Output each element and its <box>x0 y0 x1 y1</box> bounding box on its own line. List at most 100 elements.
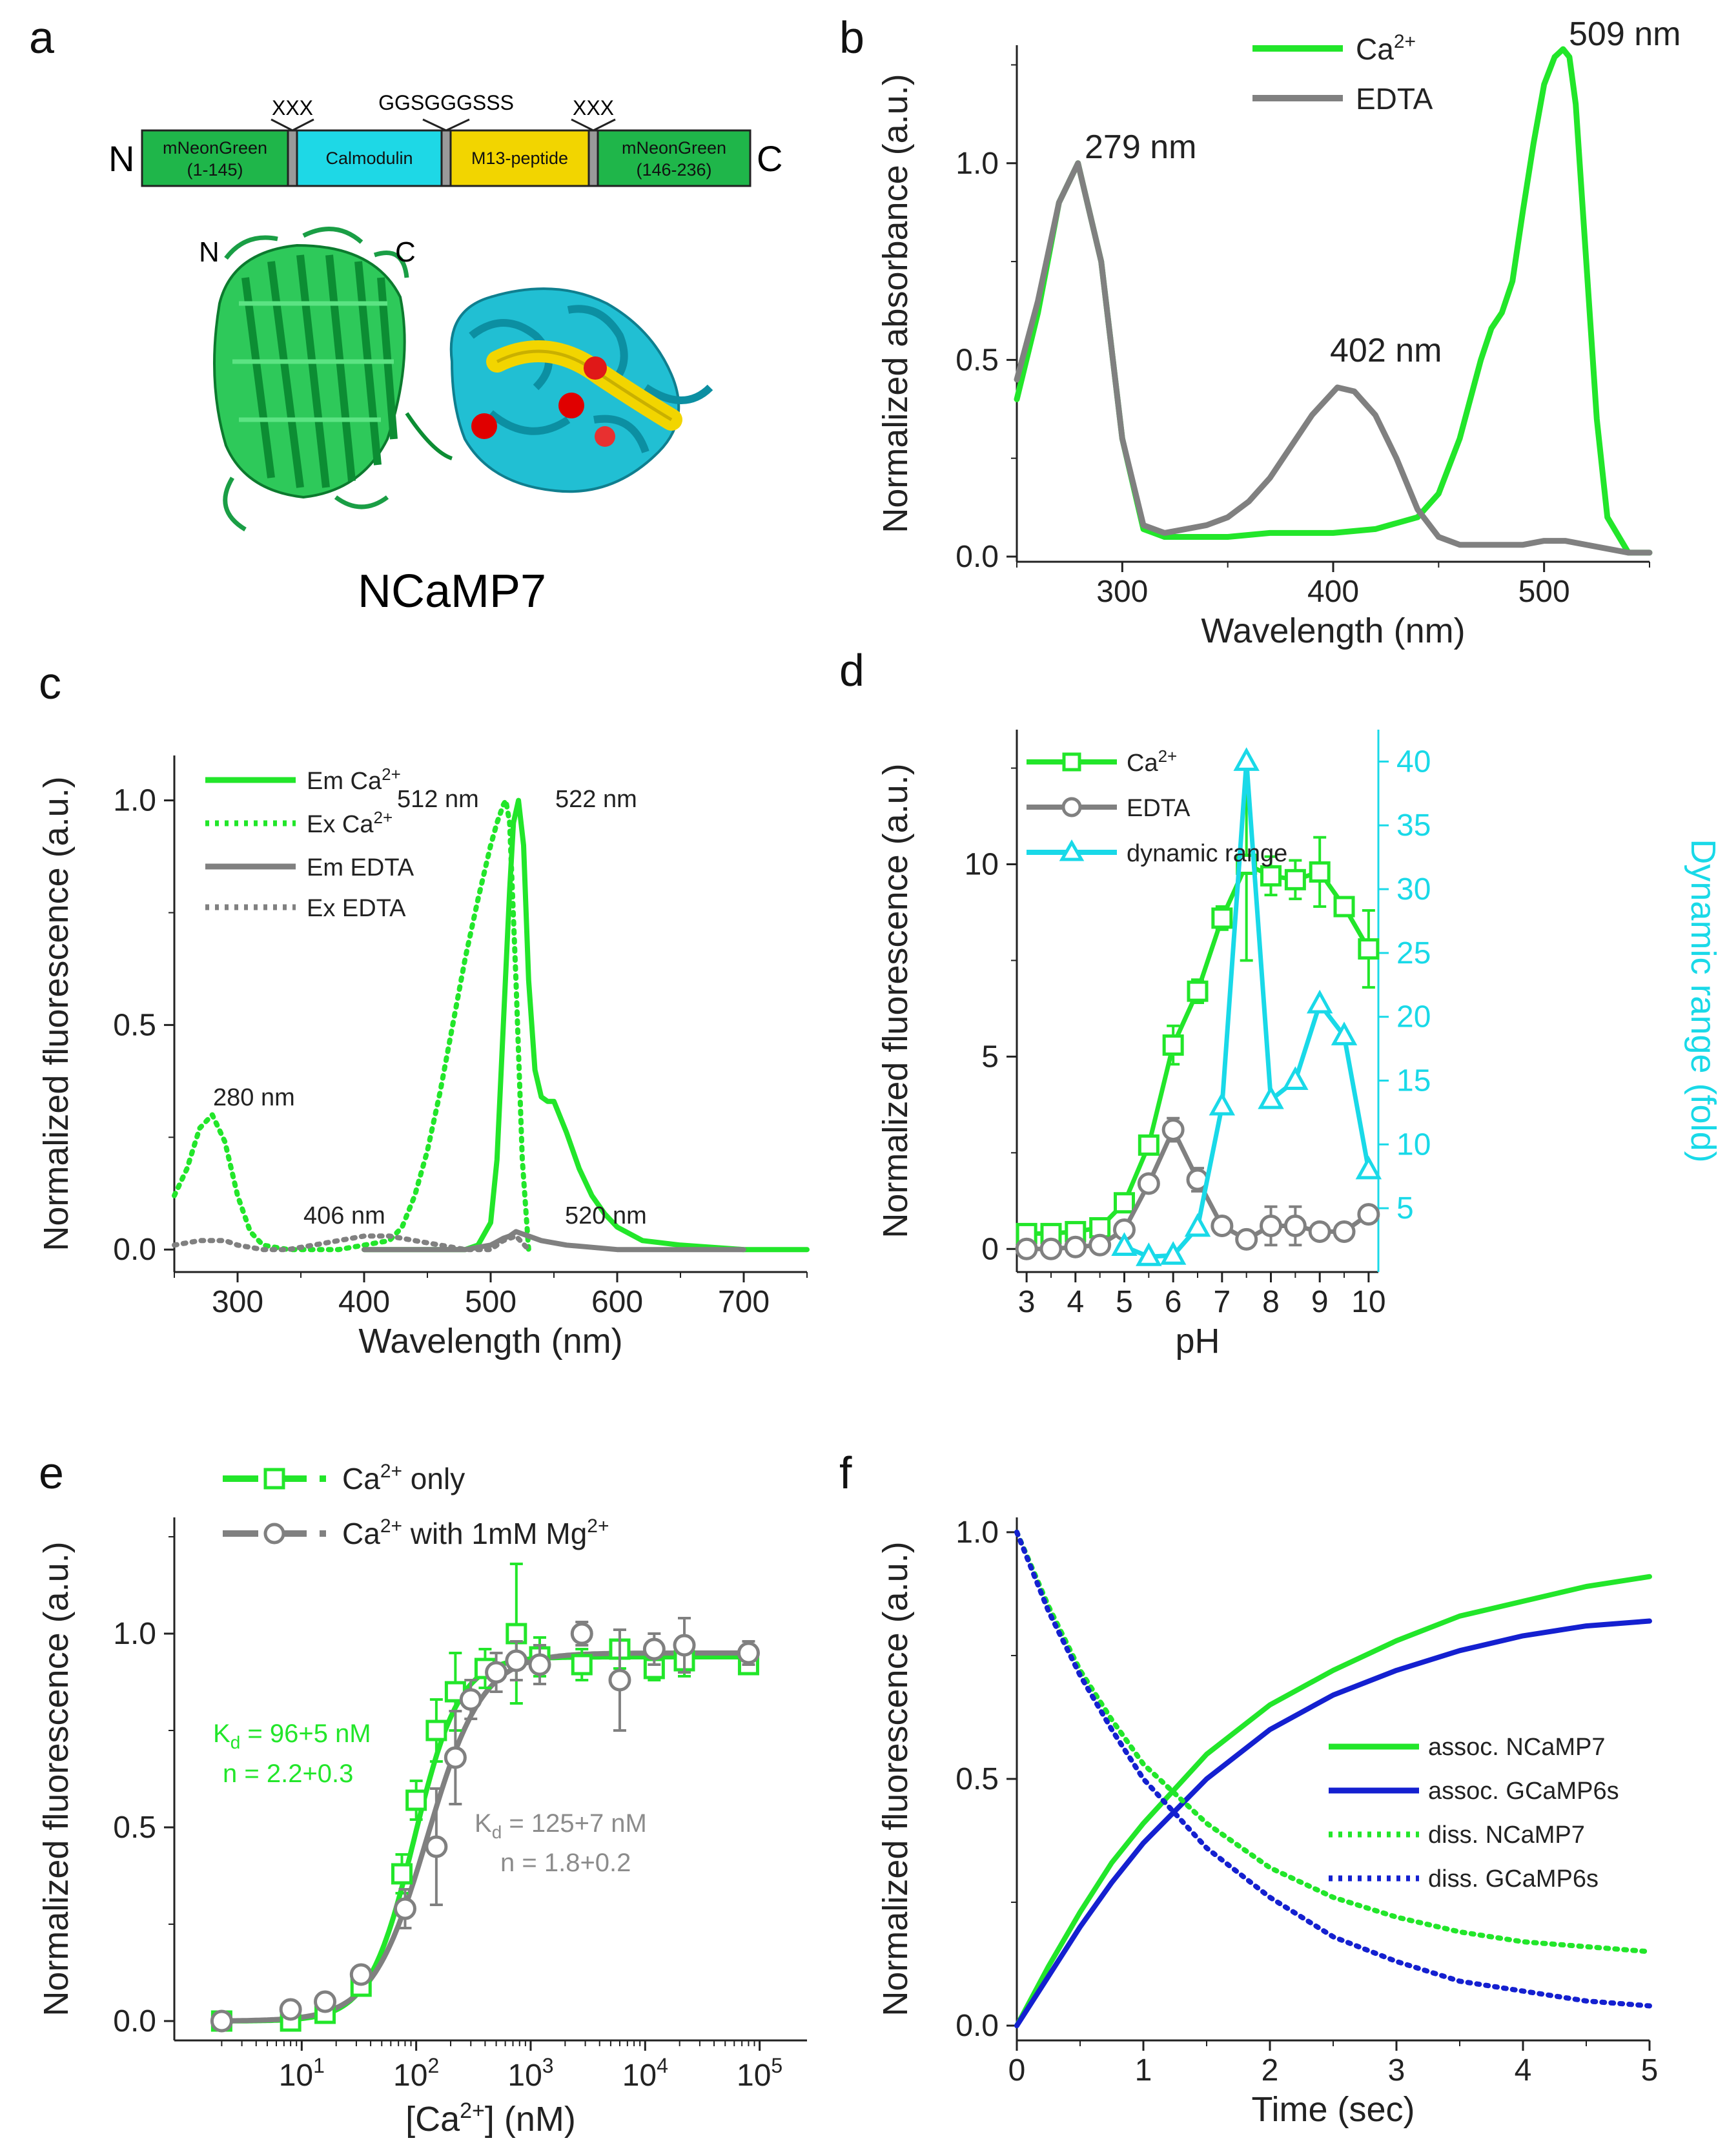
f-legend-assoc-ncamp7: assoc. NCaMP7 <box>1428 1734 1606 1761</box>
domain-4-range: (146-236) <box>636 160 711 180</box>
b-legend-ca-label: Ca2+ <box>1356 31 1416 66</box>
structure-c-label: C <box>395 236 416 268</box>
domain-1-range: (1-145) <box>187 160 243 180</box>
c-line-em-ca <box>362 797 810 1253</box>
c-legend-em-edta: Em EDTA <box>307 854 414 881</box>
linker-bracket-2 <box>422 118 470 132</box>
d-y-tick-label: 0 <box>981 1232 999 1266</box>
d-y2-tick-label: 10 <box>1396 1127 1431 1162</box>
c-x-tick-label: 600 <box>591 1285 643 1319</box>
c-x-tick-label: 400 <box>338 1285 390 1319</box>
d-point-edta <box>1260 1215 1283 1238</box>
panel-c-axes: 300 400 500 600 700 0.0 0.5 1.0 Wavelength (nm) N… <box>37 755 808 1360</box>
d-point-ca <box>1162 1034 1184 1056</box>
d-x-tick-label: 9 <box>1311 1285 1329 1319</box>
d-point-dynamic-range <box>1306 989 1333 1014</box>
e-point-ca <box>571 1654 593 1676</box>
domain-calmodulin <box>296 129 443 187</box>
e-x-tick-label: 102 <box>393 2054 439 2093</box>
panel-f: f 0 1 2 3 4 5 0.0 0.5 1.0 Time (sec) Normalized fl… <box>839 1448 1658 2129</box>
linker-bracket-3 <box>571 118 616 132</box>
linker-1-label: XXX <box>272 96 313 119</box>
d-point-edta <box>1088 1233 1112 1257</box>
d-legend-dr: dynamic range <box>1127 840 1287 867</box>
b-y-axis-title: Normalized absorbance (a.u.) <box>876 74 915 533</box>
f-x-axis-title: Time (sec) <box>1252 2090 1415 2129</box>
b-y-tick-label: 1.0 <box>955 147 999 181</box>
c-y-axis-title: Normalized fluorescence (a.u.) <box>37 776 76 1251</box>
e-fit-n-ca: n = 2.2+0.3 <box>223 1760 353 1788</box>
e-y-tick-label: 1.0 <box>113 1617 156 1651</box>
d-point-edta <box>1357 1203 1380 1226</box>
e-point-mg <box>459 1688 482 1711</box>
e-legend-mg-marker <box>263 1523 285 1545</box>
linker-bracket-1 <box>271 118 314 132</box>
c-annotation-522: 522 nm <box>555 786 637 813</box>
panel-d-series <box>1015 747 1382 1266</box>
d-point-edta <box>1161 1118 1185 1142</box>
panel-a: a N C mNeonGreen (1-145) Calmodulin M13-… <box>29 12 782 617</box>
e-x-tick-label: 104 <box>622 2054 668 2093</box>
e-point-mg <box>528 1653 551 1676</box>
mneongreen-beta-barrel <box>213 227 409 532</box>
f-line-assoc-gcamp6s <box>1014 1618 1652 2029</box>
e-point-ca <box>425 1720 447 1741</box>
b-x-tick-label: 300 <box>1096 575 1148 609</box>
c-line-em-edta <box>362 1229 746 1253</box>
panel-b-letter: b <box>839 12 864 63</box>
c-legend-em-ca: Em Ca2+ <box>307 765 401 795</box>
d-point-dynamic-range <box>1258 1085 1284 1109</box>
f-legend-diss-gcamp6s: diss. GCaMP6s <box>1428 1865 1599 1893</box>
e-y-tick-label: 0.0 <box>113 2004 156 2038</box>
e-point-mg <box>393 1897 416 1920</box>
d-point-edta <box>1333 1220 1356 1243</box>
b-y-tick-label: 0.0 <box>955 540 999 574</box>
f-line-diss-ncamp7 <box>1014 1529 1652 1955</box>
e-legend-mg: Ca2+ with 1mM Mg2+ <box>342 1515 609 1550</box>
d-point-dynamic-range <box>1282 1066 1309 1091</box>
d-point-ca <box>1358 938 1380 960</box>
d-point-ca <box>1284 868 1306 890</box>
d-x-tick-label: 10 <box>1351 1285 1385 1319</box>
f-line-diss-gcamp6s <box>1014 1529 1652 2009</box>
c-annotation-520: 520 nm <box>565 1202 647 1229</box>
e-x-axis-title: [Ca2+] (nM) <box>405 2099 576 2139</box>
e-fit-curve-ca <box>219 1654 751 2024</box>
e-point-mg <box>737 1641 760 1665</box>
c-y-tick-label: 1.0 <box>113 784 156 818</box>
e-point-mg <box>642 1638 666 1661</box>
e-x-tick-label: 101 <box>279 2054 325 2093</box>
e-x-tick-label: 103 <box>507 2054 553 2093</box>
d-point-edta <box>1064 1235 1087 1258</box>
e-point-mg <box>608 1668 631 1692</box>
e-point-mg <box>505 1649 528 1672</box>
panel-b-axes: 300 400 500 0.0 0.5 1.0 Wavelength (nm) Normali… <box>876 45 1650 650</box>
d-point-ca <box>1333 896 1355 918</box>
d-legend-ca: Ca2+ <box>1127 746 1177 777</box>
e-point-mg <box>673 1634 696 1657</box>
panel-f-series <box>1014 1529 1652 2029</box>
domain-m13-peptide <box>449 129 590 187</box>
d-x-tick-label: 7 <box>1213 1285 1231 1319</box>
e-point-mg <box>349 1963 373 1986</box>
c-annotation-512: 512 nm <box>397 786 479 813</box>
b-x-axis-title: Wavelength (nm) <box>1201 611 1465 650</box>
e-fit-n-mg: n = 1.8+0.2 <box>500 1849 631 1877</box>
d-point-dynamic-range <box>1111 1232 1138 1256</box>
ncamp7-title: NCaMP7 <box>358 566 546 617</box>
d-point-ca <box>1309 861 1331 883</box>
domain-2-name: Calmodulin <box>325 149 413 168</box>
c-x-tick-label: 300 <box>212 1285 263 1319</box>
e-point-ca <box>444 1681 466 1703</box>
panel-e-letter: e <box>39 1448 64 1498</box>
c-legend-ex-ca: Ex Ca2+ <box>307 808 393 838</box>
calcium-ion-2 <box>558 393 584 418</box>
d-x-tick-label: 5 <box>1116 1285 1133 1319</box>
e-point-mg <box>485 1661 508 1684</box>
d-legend-edta: EDTA <box>1127 795 1191 822</box>
b-annotation-402: 402 nm <box>1330 332 1442 369</box>
e-fit-kd-ca: Kd = 96+5 nM <box>213 1720 371 1752</box>
f-legend-assoc-gcamp6s: assoc. GCaMP6s <box>1428 1778 1619 1805</box>
